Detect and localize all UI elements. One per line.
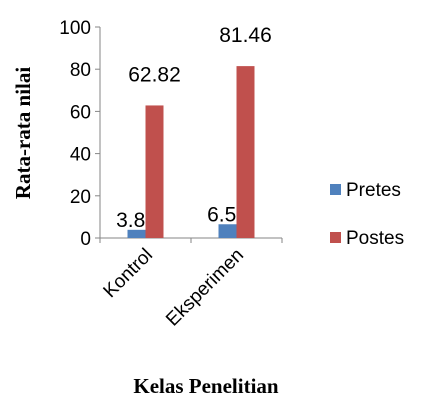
y-axis-title-group: Rata-rata nilai: [11, 67, 35, 200]
bar-pretes-eksperimen: [218, 224, 237, 238]
legend: Pretes Postes: [330, 180, 404, 249]
x-category-label: Kontrol: [100, 245, 157, 302]
data-label: 81.46: [219, 24, 272, 47]
y-tick-label: 40: [70, 145, 91, 166]
y-tick-label: 20: [70, 187, 91, 208]
bar-postes-eksperimen: [236, 66, 255, 238]
y-axis-title: Rata-rata nilai: [11, 67, 35, 200]
y-tick-label: 60: [70, 102, 91, 123]
legend-swatch-postes: [330, 232, 341, 243]
legend-swatch-pretes: [330, 184, 341, 195]
y-tick-label: 0: [80, 229, 91, 250]
y-tick-label: 80: [70, 60, 91, 81]
x-axis-title: Kelas Penelitian: [133, 374, 279, 398]
legend-label-pretes: Pretes: [346, 180, 401, 201]
y-tick-label: 100: [59, 18, 91, 39]
data-label: 62.82: [128, 63, 181, 86]
plot-area: 020406080100Kontrol3.8862.82Eksperimen6.…: [59, 18, 283, 331]
legend-label-postes: Postes: [346, 228, 404, 249]
bar-postes-kontrol: [145, 105, 164, 238]
bar-pretes-kontrol: [127, 229, 146, 238]
x-category-label: Eksperimen: [162, 245, 248, 331]
